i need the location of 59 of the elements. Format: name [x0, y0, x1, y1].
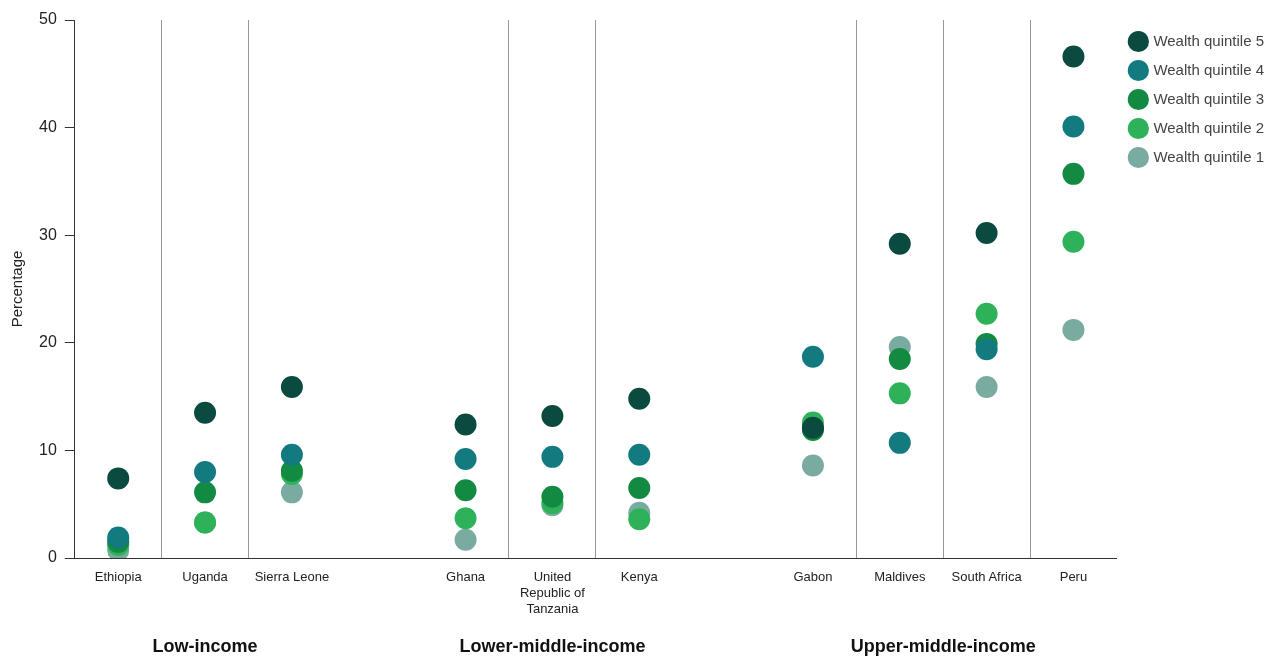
legend-label: Wealth quintile 3 [1153, 89, 1264, 107]
point [107, 467, 130, 490]
point [194, 401, 217, 424]
x-tick-label: Kenya [620, 569, 659, 585]
x-tick-label: Maldives [874, 569, 926, 585]
point [280, 481, 303, 504]
point [541, 485, 564, 508]
y-tick-label: 30 [39, 225, 57, 243]
point [454, 479, 477, 502]
point [1062, 318, 1085, 341]
point [454, 448, 477, 471]
point [1062, 162, 1085, 185]
point [454, 528, 477, 551]
x-tick-label: Gabon [793, 569, 833, 585]
y-tick-label: 20 [39, 333, 57, 351]
x-tick-label: Ghana [446, 569, 486, 585]
legend-label: Wealth quintile 1 [1153, 147, 1264, 165]
x-tick-label: Peru [1059, 569, 1088, 585]
point [628, 443, 651, 466]
point [628, 387, 651, 410]
y-tick-label: 40 [39, 118, 57, 136]
point [541, 404, 564, 427]
x-tick-label: South Africa [951, 569, 1023, 585]
point [628, 477, 651, 500]
point [628, 508, 651, 531]
legend-label: Wealth quintile 5 [1153, 31, 1264, 49]
x-tick-label: Sierra Leone [254, 569, 330, 585]
point [454, 413, 477, 436]
point [801, 454, 824, 477]
legend-label: Wealth quintile 2 [1153, 118, 1264, 136]
point [280, 375, 303, 398]
point [1062, 230, 1085, 253]
point [888, 382, 911, 405]
point [541, 445, 564, 468]
text: Lower-middle-income [459, 635, 646, 656]
point [888, 347, 911, 370]
x-tick-label: United Republic of Tanzania [519, 569, 586, 617]
point [194, 460, 217, 483]
point [888, 232, 911, 255]
point [194, 481, 217, 504]
y-tick-label: 50 [39, 10, 57, 28]
point [975, 302, 998, 325]
legend-label: Wealth quintile 4 [1153, 60, 1264, 78]
point [888, 431, 911, 454]
y-axis-title: Percentage [8, 250, 26, 328]
x-tick-label: Uganda [182, 569, 229, 585]
x-tick-label: Ethiopia [94, 569, 143, 585]
point [801, 345, 824, 368]
point [1062, 45, 1085, 68]
y-tick-label: 10 [39, 440, 57, 458]
point [280, 443, 303, 466]
text: Upper-middle-income [850, 635, 1036, 656]
point [454, 507, 477, 530]
point [975, 222, 998, 245]
point [975, 375, 998, 398]
y-tick-label: 0 [47, 548, 57, 566]
text: Low-income [152, 635, 258, 656]
point [1062, 115, 1085, 138]
point [975, 338, 998, 361]
